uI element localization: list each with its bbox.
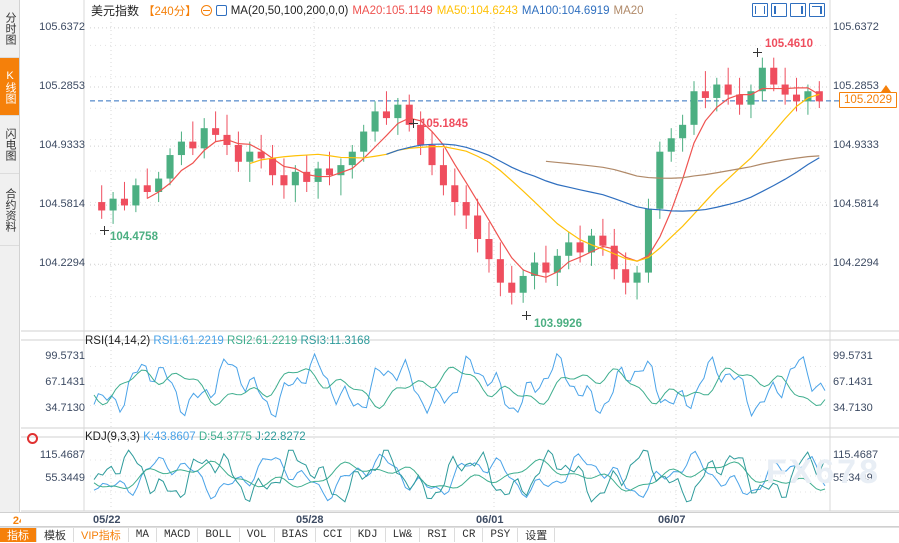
annotation-low-left-marker-icon xyxy=(100,226,109,235)
annotation-low-main-marker-icon xyxy=(522,311,531,320)
kdj-panel-header: KDJ(9,3,3) K:43.8607 D:54.3775 J:22.8272 xyxy=(85,431,306,443)
price-tick-right: 104.9333 xyxy=(833,139,879,152)
time-tick: 05/22 xyxy=(93,514,121,526)
toolbar-item-指标[interactable]: 指标 xyxy=(0,528,37,542)
kdj-j-value: J:22.8272 xyxy=(255,431,306,443)
chart-area: 美元指数 【240分】 MA(20,50,100,200,0,0) MA20:1… xyxy=(21,0,899,512)
time-axis: 05/22 05/28 06/01 06/07 xyxy=(21,512,899,527)
toolbar-item-BOLL[interactable]: BOLL xyxy=(198,528,240,542)
price-tick-right: 105.2853 xyxy=(833,79,879,92)
toolbar-item-设置[interactable]: 设置 xyxy=(518,528,556,542)
price-tick-right: 104.2294 xyxy=(833,257,879,270)
toolbar-item-BIAS[interactable]: BIAS xyxy=(275,528,316,542)
ma20-value: MA20:105.1149 xyxy=(352,4,433,17)
price-tag-arrow-icon xyxy=(881,84,891,92)
rsi-tick: 34.7130 xyxy=(833,402,873,415)
rsi-title[interactable]: RSI(14,14,2) xyxy=(85,335,151,347)
minus-circle-icon[interactable] xyxy=(200,5,212,16)
rsi-panel-header: RSI(14,14,2) RSI1:61.2219 RSI2:61.2219 R… xyxy=(85,335,370,347)
sidebar-item-timeline-chart[interactable]: 分时图 xyxy=(0,0,19,58)
sidebar-item-label: K线图 xyxy=(4,69,16,104)
rsi-tick: 34.7130 xyxy=(45,402,85,415)
rsi3-value: RSI3:11.3168 xyxy=(300,335,370,347)
sidebar-item-kline-chart[interactable]: K线图 xyxy=(0,58,19,116)
time-tick: 06/01 xyxy=(476,514,504,526)
rsi-tick: 67.1431 xyxy=(45,375,85,388)
sidebar-item-label: 合约资料 xyxy=(4,187,16,232)
price-tick-right: 104.5814 xyxy=(833,198,879,211)
ma-settings-label[interactable]: MA(20,50,100,200,0,0) xyxy=(230,4,349,17)
current-price-tag: 105.2029 xyxy=(839,91,897,108)
ma100-value: MA100:104.6919 xyxy=(521,4,610,17)
rsi1-value: RSI1:61.2219 xyxy=(153,335,224,347)
kdj-d-value: D:54.3775 xyxy=(198,431,252,443)
annotation-low-main: 103.9926 xyxy=(534,318,582,330)
align-right-tool-icon[interactable] xyxy=(790,3,806,17)
alert-sun-icon[interactable] xyxy=(24,430,38,444)
annotation-high: 105.4610 xyxy=(765,38,813,50)
annotation-high-marker-icon xyxy=(753,48,762,57)
chart-legend: 美元指数 【240分】 MA(20,50,100,200,0,0) MA20:1… xyxy=(91,2,644,19)
toolbar-item-LW&[interactable]: LW& xyxy=(386,528,421,542)
chart-tool-buttons xyxy=(752,3,825,17)
toolbar-item-KDJ[interactable]: KDJ xyxy=(351,528,386,542)
toolbar-filler xyxy=(555,528,899,542)
rsi-tick: 67.1431 xyxy=(833,375,873,388)
kdj-tick: 115.4687 xyxy=(39,448,85,461)
ma50-value: MA50:104.6243 xyxy=(436,4,518,17)
sidebar-item-contract-info[interactable]: 合约资料 xyxy=(0,174,19,246)
annotation-mid-marker-icon xyxy=(409,119,418,128)
align-left-tool-icon[interactable] xyxy=(771,3,787,17)
toolbar-item-MA[interactable]: MA xyxy=(129,528,157,542)
price-tick-left: 104.2294 xyxy=(39,257,85,270)
toolbar-item-VOL[interactable]: VOL xyxy=(240,528,275,542)
toolbar-item-MACD[interactable]: MACD xyxy=(157,528,199,542)
price-tick-left: 105.2853 xyxy=(39,79,85,92)
indicator-chart-icon[interactable] xyxy=(215,5,227,16)
sidebar-item-label: 分时图 xyxy=(4,12,16,45)
sidebar-item-lightning-chart[interactable]: 闪电图 xyxy=(0,116,19,174)
rsi-tick: 99.5731 xyxy=(833,350,873,363)
annotation-mid: 105.1845 xyxy=(420,118,468,130)
bottom-toolbar: 指标 模板 VIP指标 MA MACD BOLL VOL BIAS CCI KDJ LW& RSI CR… xyxy=(0,527,899,542)
left-sidebar: 分时图 K线图 闪电图 合约资料 xyxy=(0,0,20,512)
toolbar-item-CR[interactable]: CR xyxy=(455,528,484,542)
kdj-tick: 115.4687 xyxy=(833,448,879,461)
price-tick-left: 105.6372 xyxy=(39,20,85,33)
kdj-tick: 55.3449 xyxy=(45,472,85,485)
price-tick-right: 105.6372 xyxy=(833,20,879,33)
kdj-title[interactable]: KDJ(9,3,3) xyxy=(85,431,140,443)
rsi-tick: 99.5731 xyxy=(45,350,85,363)
expand-right-tool-icon[interactable] xyxy=(809,3,825,17)
toolbar-item-VIP指标[interactable]: VIP指标 xyxy=(74,528,129,542)
toolbar-item-CCI[interactable]: CCI xyxy=(316,528,351,542)
period-label: 【240分】 xyxy=(143,5,197,18)
time-tick: 05/28 xyxy=(296,514,324,526)
annotation-low-left: 104.4758 xyxy=(110,231,158,243)
rsi2-value: RSI2:61.2219 xyxy=(226,335,298,347)
sidebar-item-label: 闪电图 xyxy=(4,128,16,161)
chart-canvas[interactable] xyxy=(21,0,899,512)
ma200-value: MA20 xyxy=(613,4,644,17)
crosshair-tool-icon[interactable] xyxy=(752,3,768,17)
symbol-name: 美元指数 xyxy=(91,4,140,18)
toolbar-item-PSY[interactable]: PSY xyxy=(483,528,519,542)
kdj-tick: 55.3449 xyxy=(833,472,873,485)
toolbar-item-模板[interactable]: 模板 xyxy=(37,528,74,542)
price-tick-left: 104.5814 xyxy=(39,198,85,211)
price-tick-left: 104.9333 xyxy=(39,139,85,152)
toolbar-item-RSI[interactable]: RSI xyxy=(420,528,456,542)
time-tick: 06/07 xyxy=(658,514,686,526)
kdj-k-value: K:43.8607 xyxy=(143,431,196,443)
watermark: FX678 xyxy=(765,453,881,491)
